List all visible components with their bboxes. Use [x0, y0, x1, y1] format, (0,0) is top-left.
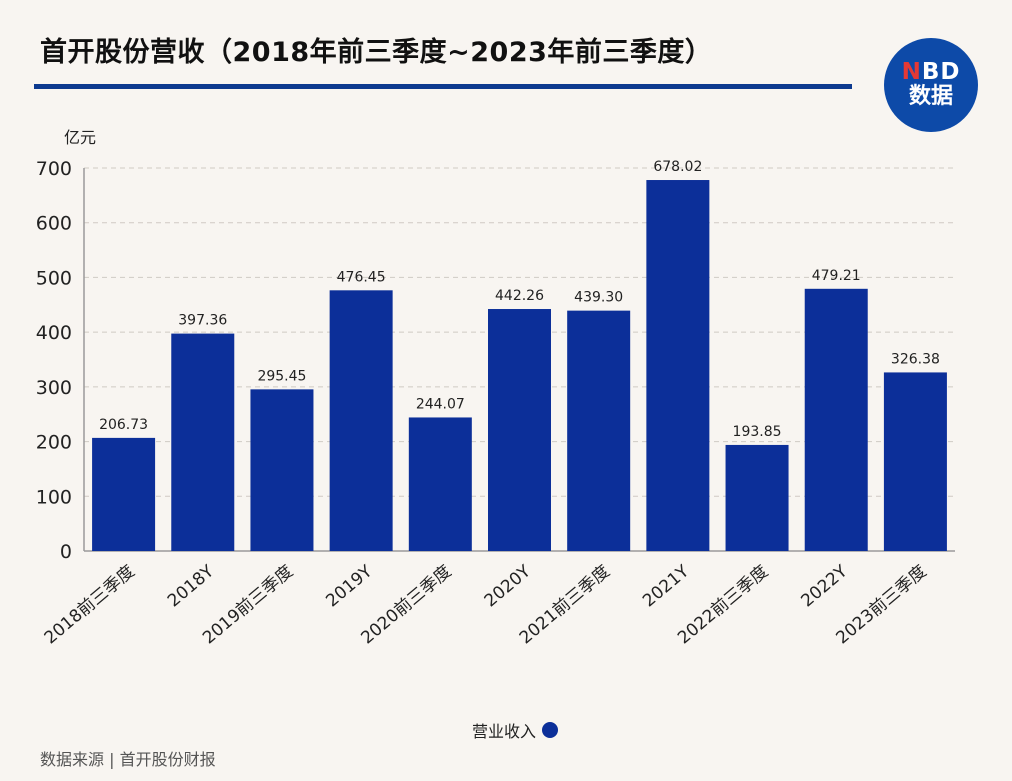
logo-n: N [901, 59, 922, 85]
logo-bottom-text: 数据 [908, 84, 953, 109]
y-tick-label: 700 [36, 158, 72, 180]
bar [329, 290, 393, 551]
bar [171, 333, 235, 551]
x-tick-label: 2018前三季度 [41, 562, 139, 649]
data-label: 295.45 [257, 368, 306, 384]
bar [408, 417, 472, 551]
x-tick-label: 2018Y [164, 561, 218, 611]
bar [567, 310, 631, 551]
data-label: 439.30 [574, 290, 623, 306]
y-tick-label: 100 [36, 486, 72, 508]
x-tick-label: 2020Y [481, 561, 535, 611]
source-note: 数据来源 | 首开股份财报 [40, 750, 216, 769]
data-label: 326.38 [891, 351, 940, 367]
legend-label: 营业收入 [472, 722, 537, 741]
data-label: 397.36 [178, 313, 227, 329]
legend: 营业收入 [472, 718, 559, 742]
title-underline [34, 84, 852, 89]
x-tick-label: 2019Y [322, 561, 376, 611]
chart-title: 首开股份营收（2018年前三季度~2023年前三季度） [40, 37, 713, 68]
logo-top-text: NBD [902, 60, 961, 84]
x-tick-label: 2022Y [797, 561, 851, 611]
bar [804, 288, 868, 551]
y-tick-label: 600 [36, 213, 72, 235]
y-tick-label: 200 [36, 432, 72, 454]
y-tick-label: 300 [36, 377, 72, 399]
data-label: 244.07 [416, 396, 465, 412]
y-tick-label: 400 [36, 322, 72, 344]
nbd-logo: NBD 数据 [884, 38, 978, 132]
data-label: 442.26 [495, 288, 544, 304]
data-label: 193.85 [733, 424, 782, 440]
data-label: 476.45 [337, 269, 386, 285]
bar [250, 389, 314, 551]
bar [488, 309, 551, 551]
data-label: 678.02 [653, 159, 702, 175]
bar [646, 180, 710, 552]
bar [883, 372, 947, 551]
y-tick-label: 0 [60, 541, 72, 563]
legend-swatch [542, 722, 559, 738]
x-tick-label: 2021Y [639, 561, 693, 611]
bar [725, 444, 789, 551]
logo-bd: BD [921, 59, 961, 85]
data-label: 479.21 [812, 268, 861, 284]
data-label: 206.73 [99, 417, 148, 433]
bar [92, 437, 156, 551]
y-tick-label: 500 [36, 267, 72, 289]
y-axis-unit-label: 亿元 [64, 128, 96, 147]
